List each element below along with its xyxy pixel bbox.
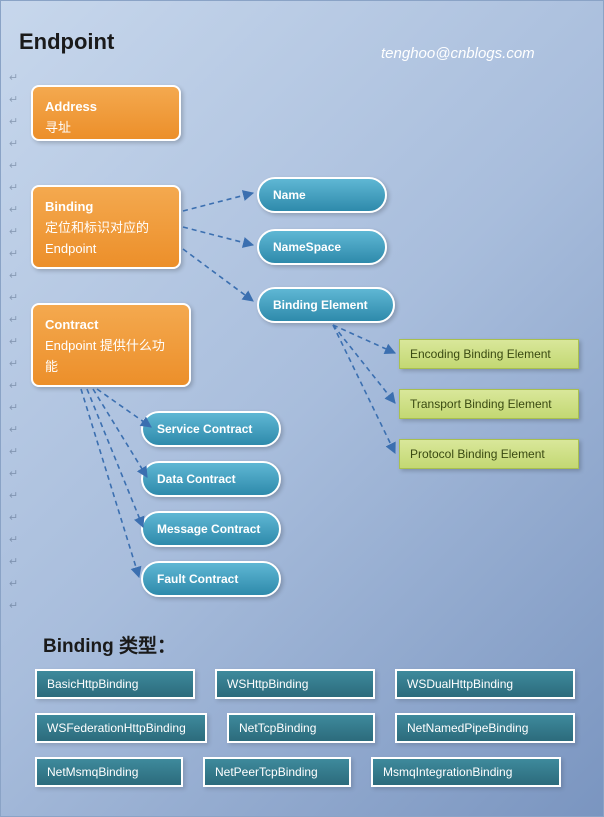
para-mark: ↵ bbox=[9, 137, 18, 150]
box-encoding-element: Encoding Binding Element bbox=[399, 339, 579, 369]
para-mark: ↵ bbox=[9, 225, 18, 238]
pill-binding-element: Binding Element bbox=[257, 287, 395, 323]
box-address: Address 寻址 bbox=[31, 85, 181, 141]
bt-wshttp: WSHttpBinding bbox=[215, 669, 375, 699]
box-body: 定位和标识对应的Endpoint bbox=[45, 218, 167, 260]
pill-service-contract: Service Contract bbox=[141, 411, 281, 447]
pill-fault-contract: Fault Contract bbox=[141, 561, 281, 597]
box-contract: Contract Endpoint 提供什么功能 bbox=[31, 303, 191, 387]
diagram-canvas: Endpoint tenghoo@cnblogs.com Address 寻址 … bbox=[0, 0, 604, 817]
para-mark: ↵ bbox=[9, 93, 18, 106]
para-mark: ↵ bbox=[9, 269, 18, 282]
para-mark: ↵ bbox=[9, 401, 18, 414]
box-body: Endpoint 提供什么功能 bbox=[45, 336, 177, 378]
pill-message-contract: Message Contract bbox=[141, 511, 281, 547]
box-title: Address bbox=[45, 97, 167, 118]
watermark: tenghoo@cnblogs.com bbox=[381, 45, 535, 62]
bt-netmsmq: NetMsmqBinding bbox=[35, 757, 183, 787]
para-mark: ↵ bbox=[9, 181, 18, 194]
bt-basichttp: BasicHttpBinding bbox=[35, 669, 195, 699]
bt-netpeertcp: NetPeerTcpBinding bbox=[203, 757, 351, 787]
box-transport-element: Transport Binding Element bbox=[399, 389, 579, 419]
para-mark: ↵ bbox=[9, 203, 18, 216]
para-mark: ↵ bbox=[9, 467, 18, 480]
para-mark: ↵ bbox=[9, 379, 18, 392]
box-protocol-element: Protocol Binding Element bbox=[399, 439, 579, 469]
bt-netnamedpipe: NetNamedPipeBinding bbox=[395, 713, 575, 743]
para-mark: ↵ bbox=[9, 71, 18, 84]
page-title: Endpoint bbox=[19, 29, 114, 55]
para-mark: ↵ bbox=[9, 489, 18, 502]
pill-namespace: NameSpace bbox=[257, 229, 387, 265]
para-mark: ↵ bbox=[9, 577, 18, 590]
box-body: 寻址 bbox=[45, 118, 167, 139]
para-mark: ↵ bbox=[9, 555, 18, 568]
bt-wsfederation: WSFederationHttpBinding bbox=[35, 713, 207, 743]
para-mark: ↵ bbox=[9, 357, 18, 370]
bt-wsdualhttp: WSDualHttpBinding bbox=[395, 669, 575, 699]
pill-name: Name bbox=[257, 177, 387, 213]
bt-msmqintegration: MsmqIntegrationBinding bbox=[371, 757, 561, 787]
box-title: Binding bbox=[45, 197, 167, 218]
para-mark: ↵ bbox=[9, 335, 18, 348]
box-title: Contract bbox=[45, 315, 177, 336]
para-mark: ↵ bbox=[9, 115, 18, 128]
box-binding: Binding 定位和标识对应的Endpoint bbox=[31, 185, 181, 269]
binding-types-title: Binding 类型： bbox=[43, 631, 176, 658]
bt-nettcp: NetTcpBinding bbox=[227, 713, 375, 743]
para-mark: ↵ bbox=[9, 159, 18, 172]
para-mark: ↵ bbox=[9, 533, 18, 546]
pill-data-contract: Data Contract bbox=[141, 461, 281, 497]
para-mark: ↵ bbox=[9, 511, 18, 524]
para-mark: ↵ bbox=[9, 445, 18, 458]
para-mark: ↵ bbox=[9, 291, 18, 304]
para-mark: ↵ bbox=[9, 247, 18, 260]
para-mark: ↵ bbox=[9, 599, 18, 612]
para-mark: ↵ bbox=[9, 313, 18, 326]
para-mark: ↵ bbox=[9, 423, 18, 436]
